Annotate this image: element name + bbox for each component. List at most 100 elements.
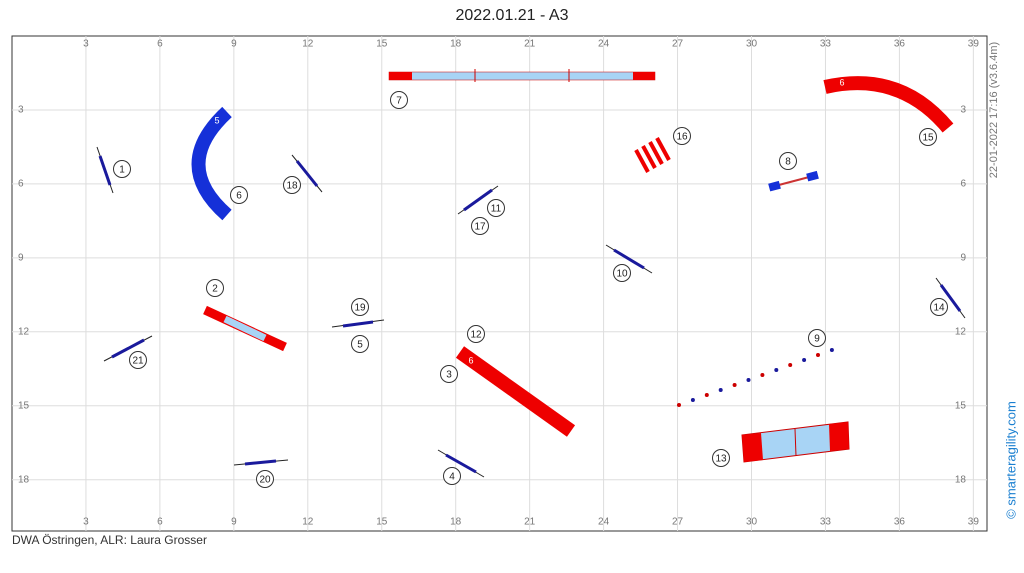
x-tick-label: 36 — [894, 39, 906, 50]
weave-pole — [677, 403, 681, 407]
weave-pole — [690, 398, 695, 402]
weave-pole — [774, 368, 779, 372]
marker-number: 13 — [715, 454, 727, 465]
x-tick-label: 3 — [83, 517, 89, 528]
x-tick-label: 27 — [672, 517, 684, 528]
x-tick-label: 3 — [83, 39, 89, 50]
marker-circle — [930, 298, 948, 316]
marker-number: 5 — [357, 340, 363, 351]
marker-number: 19 — [354, 303, 366, 314]
marker-circle — [467, 325, 485, 343]
weave-pole — [829, 348, 834, 352]
jump-bar — [445, 453, 477, 474]
tunnel-label: 6 — [468, 355, 473, 365]
marker-circle — [440, 365, 458, 383]
x-tick-label: 12 — [302, 517, 314, 528]
x-tick-label: 36 — [894, 517, 906, 528]
marker-circle — [113, 160, 131, 178]
y-tick-label: 3 — [960, 105, 966, 116]
marker-circle — [779, 152, 797, 170]
x-tick-label: 30 — [746, 517, 758, 528]
jump-bar — [613, 248, 645, 270]
y-tick-label: 9 — [18, 252, 24, 263]
marker-number: 12 — [470, 330, 482, 341]
marker-circle — [351, 335, 369, 353]
jump-bar — [342, 320, 374, 328]
marker-number: 18 — [286, 181, 298, 192]
x-tick-label: 6 — [157, 517, 163, 528]
long-jump-end — [768, 180, 781, 192]
marker-number: 1 — [119, 165, 125, 176]
jump-bar — [111, 338, 145, 359]
seesaw-plank — [223, 315, 267, 342]
marker-number: 16 — [676, 132, 688, 143]
weave-pole — [760, 373, 765, 377]
marker-number: 15 — [922, 133, 934, 144]
marker-circle — [673, 127, 691, 145]
timestamp: 22-01-2022 17:16 (v3.6.4m) — [988, 42, 1000, 178]
x-tick-label: 6 — [157, 39, 163, 50]
aframe-zone — [742, 433, 763, 462]
x-tick-label: 12 — [302, 39, 314, 50]
marker-number: 20 — [259, 475, 271, 486]
marker-number: 2 — [212, 284, 218, 295]
x-tick-label: 18 — [450, 517, 462, 528]
y-tick-label: 15 — [18, 400, 30, 411]
y-tick-label: 15 — [955, 400, 967, 411]
title: 2022.01.21 - A3 — [456, 7, 569, 24]
weave-pole — [732, 383, 737, 387]
marker-number: 7 — [396, 96, 402, 107]
jump-bar — [295, 160, 319, 187]
marker-circle — [712, 449, 730, 467]
weave — [677, 348, 834, 407]
x-tick-label: 15 — [376, 517, 388, 528]
marker-circle — [230, 186, 248, 204]
x-tick-label: 27 — [672, 39, 684, 50]
marker-circle — [487, 199, 505, 217]
x-tick-label: 24 — [598, 39, 610, 50]
weave-pole — [746, 378, 751, 382]
jump-bar — [98, 155, 112, 186]
marker-circle — [256, 470, 274, 488]
tunnel-label: 6 — [839, 77, 844, 87]
x-tick-label: 30 — [746, 39, 758, 50]
wall — [634, 137, 671, 173]
copyright: © smarteragility.com — [1003, 401, 1018, 519]
weave-pole — [704, 393, 709, 397]
x-tick-label: 18 — [450, 39, 462, 50]
marker-number: 4 — [449, 472, 455, 483]
x-tick-label: 33 — [820, 517, 832, 528]
tunnel-straight — [455, 346, 576, 437]
marker-number: 6 — [236, 191, 242, 202]
y-tick-label: 18 — [955, 474, 967, 485]
marker-number: 3 — [446, 370, 452, 381]
long-jump — [774, 175, 814, 187]
y-tick-label: 9 — [960, 252, 966, 263]
marker-number: 21 — [132, 356, 144, 367]
marker-circle — [206, 279, 224, 297]
x-tick-label: 15 — [376, 39, 388, 50]
dogwalk — [388, 71, 656, 81]
tunnel-label: 5 — [214, 115, 219, 125]
weave-pole — [802, 358, 807, 362]
weave-pole — [816, 353, 820, 357]
marker-number: 17 — [474, 222, 486, 233]
aframe-apex — [794, 428, 797, 457]
y-tick-label: 12 — [955, 326, 967, 337]
marker-number: 10 — [616, 269, 628, 280]
y-tick-label: 3 — [18, 105, 24, 116]
jump-bar — [463, 188, 493, 212]
x-tick-label: 39 — [968, 517, 980, 528]
marker-circle — [283, 176, 301, 194]
long-jump-end — [806, 170, 819, 182]
weave-pole — [718, 388, 723, 392]
x-tick-label: 21 — [524, 517, 536, 528]
footer: DWA Östringen, ALR: Laura Grosser — [12, 533, 207, 547]
tunnel-blue — [191, 106, 232, 221]
marker-circle — [129, 351, 147, 369]
jump-bar — [244, 459, 277, 466]
dogwalk-zone — [633, 72, 655, 80]
y-tick-label: 6 — [960, 179, 966, 190]
marker-circle — [351, 298, 369, 316]
